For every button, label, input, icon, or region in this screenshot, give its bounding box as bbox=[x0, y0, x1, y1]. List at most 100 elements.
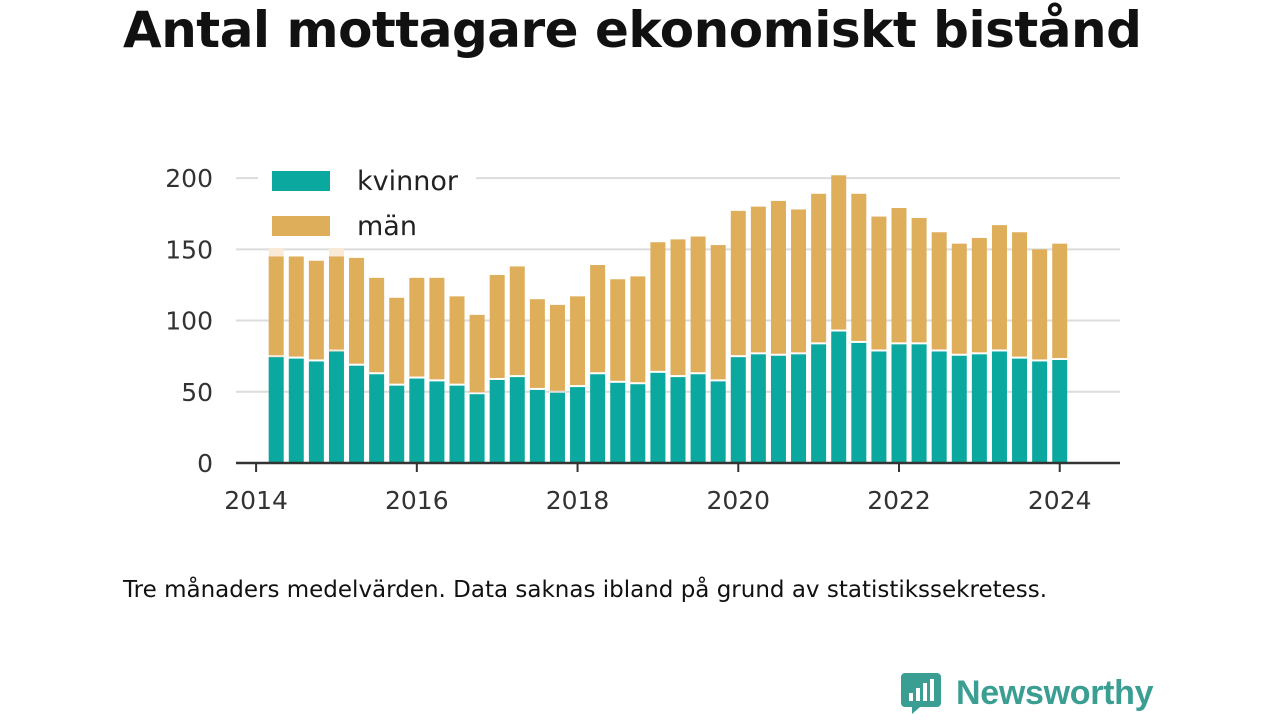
bar-kvinnor bbox=[791, 354, 807, 463]
bar-kvinnor bbox=[308, 361, 324, 463]
bar-man bbox=[911, 218, 927, 343]
legend-label: män bbox=[357, 211, 417, 242]
bar-man bbox=[670, 239, 686, 376]
bar-kvinnor bbox=[489, 379, 505, 463]
bar-kvinnor bbox=[288, 358, 304, 463]
bar-kvinnor bbox=[670, 377, 686, 463]
bar-kvinnor bbox=[871, 351, 887, 463]
bar-man bbox=[851, 193, 867, 341]
bar-man bbox=[328, 256, 344, 350]
bar-man bbox=[369, 277, 385, 373]
bar-kvinnor bbox=[750, 354, 766, 463]
y-tick-label: 100 bbox=[165, 307, 213, 336]
bar-kvinnor bbox=[690, 374, 706, 463]
bar-kvinnor bbox=[469, 394, 485, 463]
bar-kvinnor bbox=[449, 385, 465, 463]
brand-logo[interactable]: Newsworthy bbox=[900, 668, 1154, 718]
bar-man bbox=[871, 216, 887, 350]
bar-man bbox=[730, 210, 746, 356]
bar-man bbox=[509, 266, 525, 376]
bar-man bbox=[288, 256, 304, 357]
bar-kvinnor bbox=[529, 389, 545, 463]
x-tick-label: 2014 bbox=[224, 486, 288, 515]
bar-man bbox=[630, 276, 646, 383]
bar-man bbox=[710, 245, 726, 380]
axes: 0 50 100 150 200 2014 2016 2018 2020 2022 2024 bbox=[165, 164, 1120, 515]
bar-man bbox=[610, 279, 626, 381]
bar-man bbox=[991, 225, 1007, 350]
bar-man bbox=[268, 256, 284, 356]
bar-kvinnor bbox=[570, 387, 586, 463]
bar-man bbox=[750, 206, 766, 353]
bar-man bbox=[1012, 232, 1028, 357]
x-tick-label: 2022 bbox=[867, 486, 931, 515]
bar-man bbox=[1032, 249, 1048, 360]
bar-man bbox=[349, 257, 365, 364]
bar-man bbox=[469, 314, 485, 393]
legend-swatch bbox=[272, 216, 330, 236]
legend-swatch bbox=[272, 171, 330, 191]
bar-kvinnor bbox=[369, 374, 385, 463]
stacked-bar-chart: kvinnor män 0 50 100 150 200 2014 2016 2018 2020 2… bbox=[165, 160, 1120, 515]
bar-kvinnor bbox=[429, 381, 445, 463]
bar-man bbox=[429, 277, 445, 380]
footnote: Tre månaders medelvärden. Data saknas ib… bbox=[123, 577, 1048, 603]
bar-man bbox=[831, 175, 847, 330]
x-tick-label: 2020 bbox=[706, 486, 770, 515]
bar-man bbox=[650, 242, 666, 371]
bar-man bbox=[590, 265, 606, 373]
bar-kvinnor bbox=[911, 344, 927, 463]
bar-chart-speech-bubble-icon bbox=[901, 673, 941, 714]
bar-kvinnor bbox=[971, 354, 987, 463]
y-tick-label: 150 bbox=[165, 235, 213, 264]
bar-kvinnor bbox=[509, 377, 525, 463]
bar-kvinnor bbox=[630, 384, 646, 463]
bar-kvinnor bbox=[1052, 360, 1068, 463]
bar-kvinnor bbox=[389, 385, 405, 463]
bar-kvinnor bbox=[610, 382, 626, 463]
bar-kvinnor bbox=[931, 351, 947, 463]
legend: kvinnor män bbox=[258, 160, 476, 248]
bar-man bbox=[690, 236, 706, 373]
bar-man bbox=[770, 200, 786, 354]
chart-title: Antal mottagare ekonomiskt bistånd bbox=[123, 1, 1142, 59]
x-tick-label: 2024 bbox=[1028, 486, 1092, 515]
legend-label: kvinnor bbox=[357, 166, 459, 197]
bar-man bbox=[489, 274, 505, 378]
bar-kvinnor bbox=[328, 351, 344, 463]
bar-kvinnor bbox=[991, 351, 1007, 463]
bar-man bbox=[931, 232, 947, 350]
bar-man bbox=[549, 304, 565, 391]
bar-kvinnor bbox=[891, 344, 907, 463]
bar-kvinnor bbox=[851, 342, 867, 463]
bar-man bbox=[529, 299, 545, 388]
x-tick-label: 2016 bbox=[385, 486, 449, 515]
bar-kvinnor bbox=[831, 331, 847, 463]
bar-man bbox=[389, 297, 405, 384]
bar-kvinnor bbox=[811, 344, 827, 463]
bar-man bbox=[308, 260, 324, 360]
bar-kvinnor bbox=[951, 355, 967, 463]
bar-kvinnor bbox=[1012, 358, 1028, 463]
bar-kvinnor bbox=[549, 392, 565, 463]
bar-man bbox=[891, 208, 907, 343]
bar-man bbox=[409, 277, 425, 377]
bars bbox=[268, 175, 1068, 463]
bar-man bbox=[971, 237, 987, 353]
bar-man bbox=[791, 209, 807, 353]
y-tick-label: 0 bbox=[197, 449, 213, 478]
bar-man bbox=[449, 296, 465, 384]
bar-kvinnor bbox=[650, 372, 666, 463]
brand-name: Newsworthy bbox=[956, 674, 1154, 712]
bar-kvinnor bbox=[730, 357, 746, 463]
bar-kvinnor bbox=[409, 378, 425, 463]
bar-kvinnor bbox=[268, 357, 284, 463]
bar-kvinnor bbox=[710, 381, 726, 463]
bar-man bbox=[1052, 243, 1068, 359]
bar-man bbox=[570, 296, 586, 386]
bar-kvinnor bbox=[349, 365, 365, 463]
bar-man bbox=[811, 193, 827, 343]
y-tick-label: 50 bbox=[181, 378, 213, 407]
bar-kvinnor bbox=[590, 374, 606, 463]
bar-kvinnor bbox=[1032, 361, 1048, 463]
